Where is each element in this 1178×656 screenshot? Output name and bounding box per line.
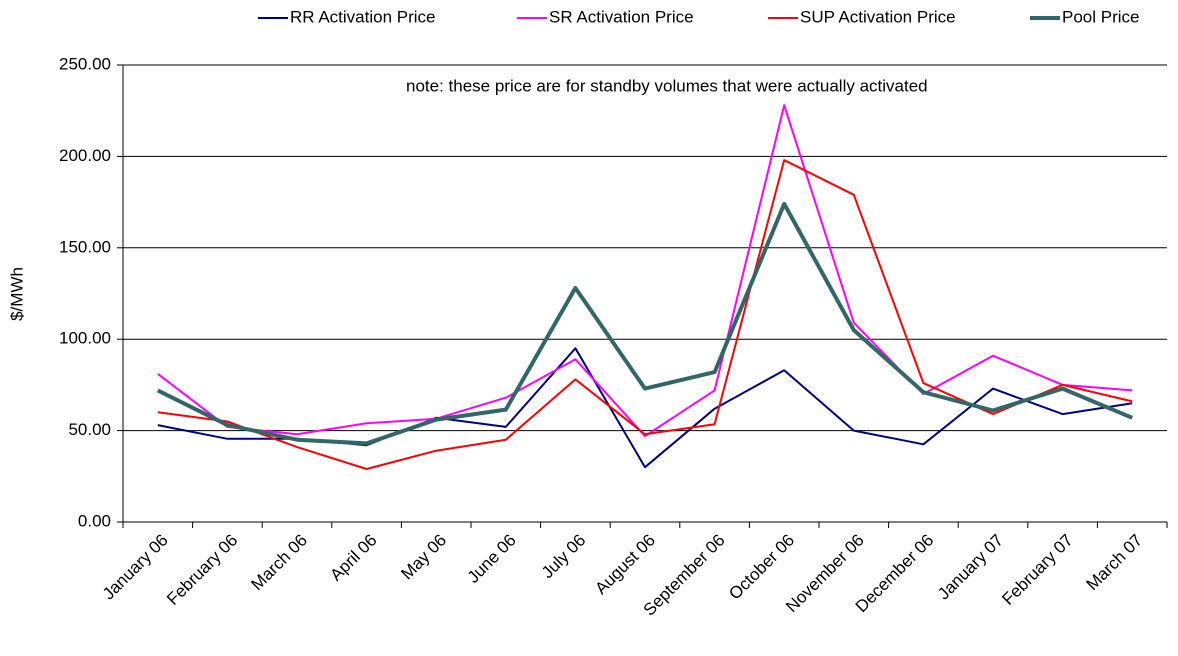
x-tick-label: July 06 — [538, 531, 590, 583]
x-tick-label: June 06 — [464, 531, 520, 587]
annotation: note: these price are for standby volume… — [406, 76, 928, 95]
series-line — [157, 104, 1133, 438]
legend-label: RR Activation Price — [290, 7, 436, 26]
x-tick-label: January 07 — [934, 531, 1007, 604]
y-tick-label: 200.00 — [59, 146, 111, 165]
x-tick-label: May 06 — [397, 531, 450, 584]
x-tick-label: March 07 — [1083, 531, 1147, 595]
x-tick-label: February 06 — [163, 531, 241, 609]
x-tick-label: February 07 — [998, 531, 1076, 609]
x-tick-label: March 06 — [247, 531, 311, 595]
y-tick-label: 0.00 — [78, 511, 111, 530]
y-tick-label: 100.00 — [59, 329, 111, 348]
y-tick-label: 250.00 — [59, 54, 111, 73]
legend-label: SR Activation Price — [549, 7, 694, 26]
x-tick-label: January 06 — [99, 531, 172, 604]
legend-label: Pool Price — [1062, 7, 1139, 26]
y-tick-label: 150.00 — [59, 237, 111, 256]
x-tick-label: August 06 — [591, 531, 659, 599]
legend-label: SUP Activation Price — [800, 7, 956, 26]
series-line — [157, 159, 1133, 470]
x-tick-label: April 06 — [326, 531, 380, 585]
y-tick-label: 50.00 — [68, 420, 111, 439]
x-tick-label: October 06 — [725, 531, 798, 604]
y-axis-label: $/MWh — [7, 267, 26, 321]
series-line — [156, 201, 1133, 446]
